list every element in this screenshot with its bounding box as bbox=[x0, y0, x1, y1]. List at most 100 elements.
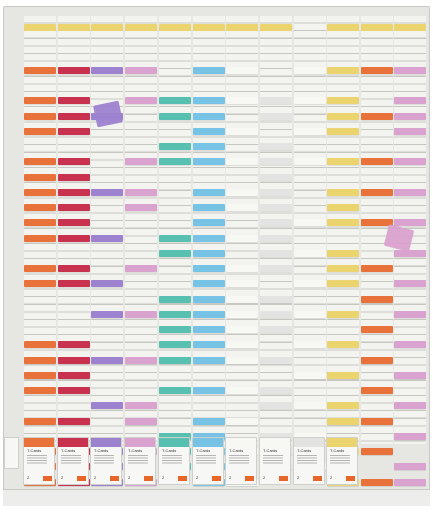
t-card[interactable] bbox=[125, 417, 157, 425]
t-card[interactable] bbox=[327, 249, 359, 257]
t-card[interactable] bbox=[327, 188, 359, 196]
t-card[interactable] bbox=[159, 326, 191, 333]
t-card[interactable] bbox=[327, 66, 359, 74]
t-card[interactable] bbox=[159, 356, 191, 364]
t-card[interactable] bbox=[159, 249, 191, 257]
t-card[interactable] bbox=[327, 112, 359, 120]
t-card[interactable] bbox=[91, 234, 123, 242]
t-card[interactable] bbox=[193, 97, 225, 105]
t-card[interactable] bbox=[24, 265, 56, 272]
t-card-pack[interactable]: T-Cards 2 bbox=[90, 437, 122, 485]
t-card[interactable] bbox=[58, 417, 90, 425]
t-card[interactable] bbox=[394, 66, 426, 74]
t-card[interactable] bbox=[361, 417, 393, 425]
column-header-card[interactable] bbox=[260, 24, 292, 31]
t-card[interactable] bbox=[24, 97, 56, 105]
column-header-card[interactable] bbox=[125, 24, 157, 31]
t-card[interactable] bbox=[226, 326, 258, 333]
t-card[interactable] bbox=[193, 280, 225, 288]
t-card[interactable] bbox=[226, 188, 258, 196]
t-card[interactable] bbox=[394, 463, 426, 471]
t-card-pack[interactable]: T-Cards 2 bbox=[293, 437, 325, 485]
t-card[interactable] bbox=[24, 66, 56, 74]
t-card[interactable] bbox=[226, 280, 258, 288]
t-card[interactable] bbox=[260, 143, 292, 150]
column-header-card[interactable] bbox=[394, 24, 426, 31]
t-card[interactable] bbox=[58, 112, 90, 120]
t-card[interactable] bbox=[260, 249, 292, 257]
column-header-card[interactable] bbox=[159, 24, 191, 31]
t-card[interactable] bbox=[394, 249, 426, 257]
t-card[interactable] bbox=[294, 219, 326, 227]
t-card[interactable] bbox=[294, 127, 326, 135]
t-card[interactable] bbox=[58, 387, 90, 394]
t-card[interactable] bbox=[294, 66, 326, 74]
t-card[interactable] bbox=[394, 371, 426, 379]
t-card[interactable] bbox=[226, 127, 258, 135]
t-card[interactable] bbox=[260, 204, 292, 211]
t-card[interactable] bbox=[327, 417, 359, 425]
t-card[interactable] bbox=[159, 387, 191, 394]
t-card[interactable] bbox=[159, 97, 191, 105]
t-card[interactable] bbox=[260, 158, 292, 166]
t-card[interactable] bbox=[260, 112, 292, 120]
column-header-card[interactable] bbox=[226, 24, 258, 31]
t-card[interactable] bbox=[58, 188, 90, 196]
t-card[interactable] bbox=[58, 280, 90, 288]
t-card[interactable] bbox=[159, 143, 191, 150]
t-card[interactable] bbox=[58, 204, 90, 211]
t-card[interactable] bbox=[193, 66, 225, 74]
t-card-pack[interactable]: T-Cards 2 bbox=[57, 437, 89, 485]
t-card[interactable] bbox=[361, 478, 393, 486]
t-card[interactable] bbox=[260, 356, 292, 364]
t-card[interactable] bbox=[260, 402, 292, 410]
t-card[interactable] bbox=[361, 66, 393, 74]
t-card-pack[interactable]: T-Cards 2 bbox=[158, 437, 190, 485]
t-card[interactable] bbox=[394, 97, 426, 105]
t-card[interactable] bbox=[58, 127, 90, 135]
t-card[interactable] bbox=[159, 112, 191, 120]
t-card[interactable] bbox=[125, 97, 157, 105]
t-card[interactable] bbox=[125, 356, 157, 364]
t-card[interactable] bbox=[226, 417, 258, 425]
t-card[interactable] bbox=[159, 234, 191, 242]
t-card[interactable] bbox=[361, 448, 393, 455]
t-card[interactable] bbox=[394, 402, 426, 410]
t-card[interactable] bbox=[361, 356, 393, 364]
t-card[interactable] bbox=[193, 127, 225, 135]
t-card[interactable] bbox=[24, 112, 56, 120]
column-header-card[interactable] bbox=[361, 24, 393, 31]
t-card[interactable] bbox=[125, 265, 157, 272]
t-card[interactable] bbox=[327, 265, 359, 272]
t-card[interactable] bbox=[91, 188, 123, 196]
t-card[interactable] bbox=[58, 173, 90, 181]
t-card[interactable] bbox=[294, 280, 326, 288]
t-card[interactable] bbox=[193, 341, 225, 349]
t-card[interactable] bbox=[58, 265, 90, 272]
t-card[interactable] bbox=[394, 158, 426, 166]
t-card[interactable] bbox=[159, 432, 191, 440]
t-card[interactable] bbox=[226, 295, 258, 303]
t-card[interactable] bbox=[226, 234, 258, 242]
t-card[interactable] bbox=[294, 97, 326, 105]
t-card[interactable] bbox=[58, 234, 90, 242]
t-card[interactable] bbox=[361, 219, 393, 227]
t-card[interactable] bbox=[394, 341, 426, 349]
column-header-card[interactable] bbox=[193, 24, 225, 31]
column-header-card[interactable] bbox=[24, 24, 56, 31]
t-card-pack[interactable]: T-Cards 2 bbox=[259, 437, 291, 485]
t-card[interactable] bbox=[24, 204, 56, 211]
t-card[interactable] bbox=[260, 326, 292, 333]
t-card[interactable] bbox=[24, 417, 56, 425]
t-card[interactable] bbox=[260, 234, 292, 242]
t-card[interactable] bbox=[24, 173, 56, 181]
t-card[interactable] bbox=[193, 387, 225, 394]
column-header-card[interactable] bbox=[58, 24, 90, 31]
t-card[interactable] bbox=[193, 356, 225, 364]
t-card[interactable] bbox=[361, 112, 393, 120]
t-card[interactable] bbox=[58, 356, 90, 364]
t-card[interactable] bbox=[24, 387, 56, 394]
t-card[interactable] bbox=[361, 158, 393, 166]
t-card[interactable] bbox=[361, 387, 393, 394]
t-card[interactable] bbox=[58, 66, 90, 74]
